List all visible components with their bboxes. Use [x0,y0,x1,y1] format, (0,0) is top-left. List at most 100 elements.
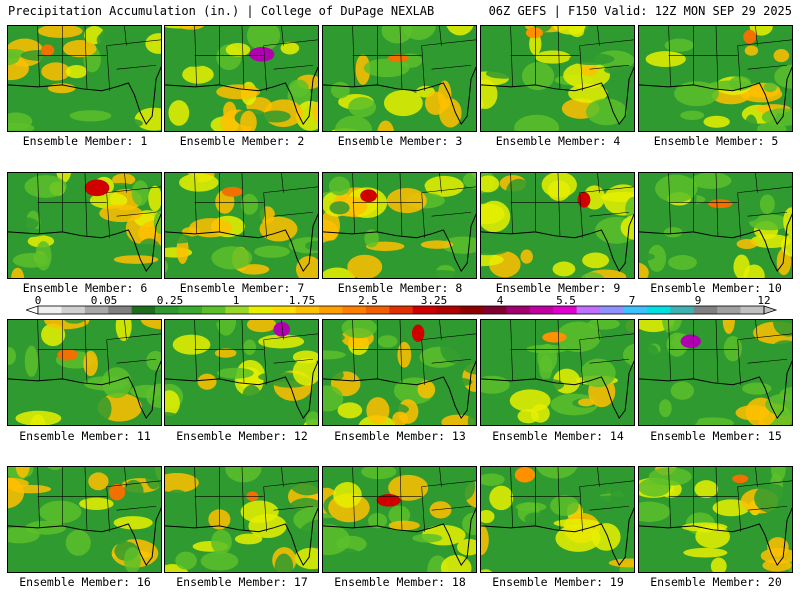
state-border [421,480,476,487]
precip-blob [447,377,473,387]
ensemble-map-panel [322,466,477,573]
precip-blob [655,174,698,203]
state-border [579,192,583,238]
state-border [263,486,267,532]
precip-blob [780,234,792,257]
state-border [273,505,314,511]
precip-blob [8,549,23,561]
colorbar-tick-label: 2.5 [358,296,378,307]
precip-blob [743,264,765,278]
colorbar-segment [646,306,671,314]
precip-blob [520,249,533,264]
precip-blob [99,204,143,223]
coastline [323,213,476,273]
state-border [439,467,442,487]
precip-blob [165,390,180,417]
colorbar-segment [600,306,624,314]
precip-blob [481,246,507,256]
state-border [510,173,513,234]
colorbar-tick-label: 1.75 [289,296,316,307]
precip-blob [125,328,161,347]
state-border [589,64,630,70]
precip-map [639,467,792,572]
state-border [439,320,442,340]
precip-blob [610,477,624,508]
state-border [579,480,634,487]
state-border [116,358,157,364]
precip-blob [662,320,675,333]
ensemble-member-label: Ensemble Member: 14 [492,429,624,443]
state-border [557,467,561,530]
state-border [106,45,110,91]
ensemble-member-label: Ensemble Member: 15 [650,429,782,443]
precip-map [323,467,476,572]
state-border [579,333,634,340]
ensemble-member-label: Ensemble Member: 20 [650,575,782,589]
coastline [8,66,161,126]
state-border [352,26,355,87]
precip-blob [214,348,237,358]
precip-blob [692,417,734,425]
precip-blob [260,411,292,425]
precip-blob [8,390,32,406]
ensemble-map-panel [638,319,793,426]
coastline [639,507,792,567]
precip-blob [341,320,377,339]
colorbar-segment [529,306,554,314]
ensemble-map-panel [164,172,319,279]
coastline [8,213,161,273]
precip-blob [89,192,128,209]
state-border [124,173,127,193]
precip-blob [552,26,589,35]
ensemble-member-label: Ensemble Member: 9 [495,281,621,295]
colorbar-segment [365,306,390,314]
precip-blob [165,564,189,572]
precip-map [8,467,161,572]
precip-blob [131,36,145,47]
precip-blob [537,343,558,373]
state-border [194,467,197,528]
precip-blob [772,320,792,337]
state-border [737,186,792,193]
precip-maximum [84,179,110,197]
precip-blob [440,555,472,572]
precip-blob [99,28,120,47]
colorbar-tick-label: 9 [695,296,702,307]
precip-blob [240,110,257,131]
precip-blob [23,474,64,485]
precip-blob [377,120,394,131]
precip-blob [274,553,294,572]
colorbar-right-arrow [763,305,778,315]
colorbar-tick-label: 3.25 [421,296,448,307]
colorbar-left-arrow [26,305,39,315]
precip-blob [422,122,447,131]
ensemble-member-label: Ensemble Member: 5 [653,134,779,148]
precip-blob [771,340,792,358]
ensemble-map-panel [7,172,162,279]
coastline [639,213,792,273]
state-border [737,192,741,238]
coastline [323,507,476,567]
precip-blob [334,115,373,131]
state-border [668,320,671,381]
precip-blob [81,561,95,572]
precip-map [165,467,318,572]
precip-blob [257,371,302,383]
precip-blob [165,489,192,517]
precip-blob [552,261,576,277]
state-border [755,173,758,193]
precip-blob [130,384,161,398]
precip-blob [39,500,82,524]
state-border [281,320,284,340]
colorbar-tick-label: 1 [233,296,240,307]
precip-blob [521,62,555,91]
precip-blob [695,524,731,549]
precip-map [323,173,476,278]
precip-map [639,26,792,131]
ensemble-member-label: Ensemble Member: 16 [19,575,151,589]
precip-blob [363,58,410,78]
colorbar-segment [693,306,718,314]
coastline [8,360,161,420]
precip-blob [735,208,760,222]
precip-blob [712,499,750,517]
